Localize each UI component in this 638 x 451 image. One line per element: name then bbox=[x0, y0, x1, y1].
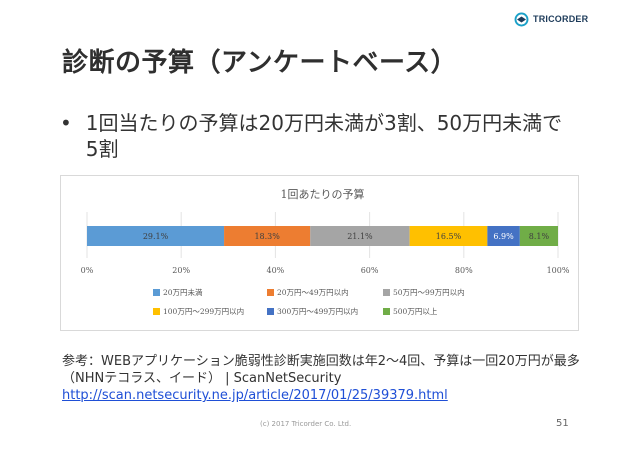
reference-note: 参考：WEBアプリケーション脆弱性診断実施回数は年2〜4回、予算は一回20万円が… bbox=[62, 353, 582, 404]
legend-swatch bbox=[153, 289, 160, 296]
x-tick-label: 0% bbox=[81, 266, 94, 275]
x-tick-label: 20% bbox=[172, 266, 190, 275]
x-tick-label: 100% bbox=[547, 266, 570, 275]
bullet-text: 1回当たりの予算は20万円未満が3割、50万円未満で5割 bbox=[85, 111, 563, 161]
bullet-dot-icon: • bbox=[60, 111, 72, 135]
reference-text: 参考：WEBアプリケーション脆弱性診断実施回数は年2〜4回、予算は一回20万円が… bbox=[62, 354, 580, 386]
page-number: 51 bbox=[556, 418, 569, 429]
legend-label: 50万円〜99万円以内 bbox=[393, 287, 465, 297]
tricorder-logo-icon bbox=[514, 12, 529, 26]
slide-title: 診断の予算（アンケートベース） bbox=[62, 48, 458, 78]
x-tick-label: 80% bbox=[455, 266, 473, 275]
data-label: 6.9% bbox=[493, 232, 514, 241]
legend-label: 300万円〜499万円以内 bbox=[277, 306, 358, 316]
bar-segment bbox=[224, 226, 311, 246]
legend-swatch bbox=[267, 308, 274, 315]
brand-name: TRICORDER bbox=[533, 14, 589, 24]
legend-swatch bbox=[153, 308, 160, 315]
data-label: 8.1% bbox=[529, 232, 550, 241]
legend-swatch bbox=[383, 308, 390, 315]
legend-label: 500万円以上 bbox=[393, 307, 438, 316]
bar-segment bbox=[310, 226, 410, 246]
brand-logo: TRICORDER bbox=[514, 10, 632, 28]
legend-label: 20万円〜49万円以内 bbox=[277, 287, 349, 297]
bar-segment bbox=[87, 226, 225, 246]
bullet-item: • 1回当たりの予算は20万円未満が3割、50万円未満で5割 bbox=[60, 110, 580, 162]
data-label: 21.1% bbox=[347, 232, 373, 241]
reference-link[interactable]: http://scan.netsecurity.ne.jp/article/20… bbox=[62, 388, 448, 403]
legend-swatch bbox=[383, 289, 390, 296]
bar-segment bbox=[409, 226, 488, 246]
data-label: 16.5% bbox=[436, 232, 462, 241]
footer-copyright: (c) 2017 Tricorder Co. Ltd. bbox=[260, 420, 352, 428]
data-label: 18.3% bbox=[254, 232, 280, 241]
chart-container: 1回あたりの予算 0% 20% 40% 60% 80% 100% 29.1% 18.3% 21.1… bbox=[60, 175, 579, 331]
data-label: 29.1% bbox=[143, 232, 169, 241]
chart-title: 1回あたりの予算 bbox=[281, 187, 365, 201]
bar-segment bbox=[519, 226, 558, 246]
legend-swatch bbox=[267, 289, 274, 296]
bar-segment bbox=[487, 226, 520, 246]
x-tick-label: 60% bbox=[361, 266, 379, 275]
legend-label: 100万円〜299万円以内 bbox=[163, 306, 244, 316]
stacked-bar-chart: 1回あたりの予算 0% 20% 40% 60% 80% 100% 29.1% 18.3% 21.1… bbox=[81, 187, 570, 316]
legend-label: 20万円未満 bbox=[163, 287, 203, 297]
x-tick-label: 40% bbox=[267, 266, 285, 275]
